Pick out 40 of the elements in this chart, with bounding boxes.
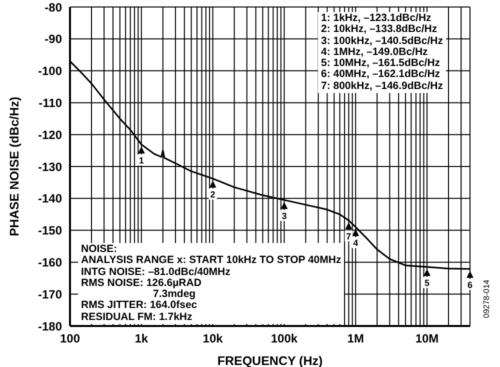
annotation: 1: 1kHz, –123.1dBc/Hz: [321, 12, 432, 24]
annotation: 2: [210, 190, 216, 200]
annotation: RESIDUAL FM: 1.7kHz: [81, 310, 194, 324]
y-tick-label: -130: [38, 160, 62, 174]
x-tick-label: 10M: [415, 332, 439, 346]
x-tick-label: 1k: [134, 332, 148, 346]
annotation: RMS JITTER: 164.0fsec: [81, 299, 198, 312]
annotation: 1: [138, 155, 144, 166]
annotation: NOISE:: [81, 243, 118, 256]
annotation: ANALYSIS RANGE x: START 10kHz TO STOP 40MHz: [81, 254, 342, 267]
x-tick-label: 10k: [202, 332, 224, 346]
y-tick-label: -170: [38, 287, 62, 302]
annotation: 7.3mdeg: [153, 288, 196, 300]
y-tick-label: -160: [38, 255, 62, 270]
y-tick-label: -100: [38, 64, 62, 78]
annotation: INTG NOISE: –81.0dBc/40MHz: [81, 266, 232, 278]
y-tick-label: -120: [38, 128, 62, 142]
x-tick-label: 100k: [270, 332, 298, 346]
y-tick-label: -150: [38, 224, 62, 238]
annotation: 6: 40MHz, –162.1dBc/Hz: [321, 68, 442, 81]
x-tick-label: 100: [60, 332, 80, 346]
annotation: 6: [467, 280, 473, 290]
text: 09278-014: [482, 280, 491, 318]
x-tick-label: 1M: [347, 332, 364, 346]
y-tick-label: -90: [44, 32, 62, 46]
annotation: 5: [424, 278, 430, 288]
annotation: 5: 10MHz, –161.5dBc/Hz: [321, 57, 442, 70]
y-tick-label: -110: [38, 96, 62, 110]
annotation: 3: 100kHz, –140.5dBc/Hz: [321, 34, 443, 47]
y-tick-label: -180: [38, 319, 62, 334]
annotation: 7: [346, 231, 352, 242]
annotation: 4: 1MHz, –149.0Bc/Hz: [321, 46, 429, 58]
y-axis-title: PHASE NOISE (dBc/Hz): [7, 96, 22, 236]
annotation: 2: 10kHz, –133.8dBc/Hz: [321, 23, 438, 36]
annotation: RMS NOISE: 126.6µRAD: [81, 276, 202, 290]
annotation: 4: [353, 238, 358, 248]
y-tick-label: -80: [44, 0, 62, 14]
annotation: 3: [282, 210, 287, 221]
annotation: 7: 800kHz, –146.9dBc/Hz: [321, 80, 443, 92]
y-tick-label: -140: [38, 192, 62, 206]
